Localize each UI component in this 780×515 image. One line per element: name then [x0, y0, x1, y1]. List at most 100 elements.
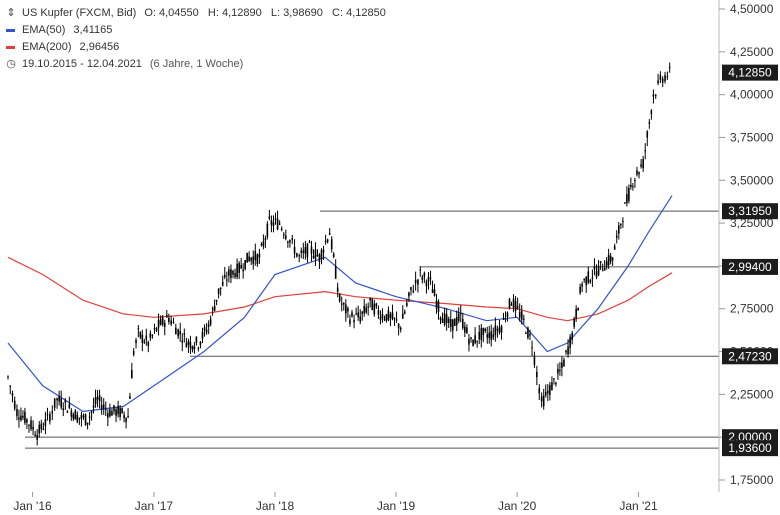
candle-body: [252, 256, 255, 264]
ema50-line: [7, 195, 673, 413]
legend-instrument-row: ⇕ US Kupfer (FXCM, Bid) O: 4,04550 H: 4,…: [6, 5, 386, 22]
candle-body: [451, 319, 454, 331]
candle-body: [599, 261, 602, 263]
candle-body: [219, 287, 222, 289]
x-tick-label-3: Jan '19: [377, 499, 416, 513]
candle-body: [56, 398, 58, 401]
level-badge-1-bg: [722, 258, 778, 275]
candle-body: [98, 395, 101, 402]
candle-body: [603, 267, 606, 271]
candle-body: [557, 368, 559, 374]
candle-body: [457, 313, 460, 322]
candle-body: [549, 385, 551, 395]
candle-body: [16, 409, 18, 417]
candle-body: [425, 281, 428, 287]
candle-body: [363, 305, 366, 314]
x-axis: Jan '16 Jan '17 Jan '18 Jan '19 Jan '20 Jan '…: [13, 492, 658, 513]
candle-body: [270, 220, 273, 226]
candle-body: [439, 317, 442, 320]
candle-body: [630, 184, 632, 188]
candle-body: [205, 329, 208, 333]
candle-body: [514, 301, 517, 312]
instrument-name: US Kupfer (FXCM, Bid): [22, 7, 137, 19]
candle-body: [209, 319, 212, 325]
candle-body: [157, 320, 160, 328]
candle-body: [168, 317, 170, 322]
candle-body: [419, 269, 422, 271]
candle-body: [260, 244, 263, 246]
candle-body: [624, 202, 626, 204]
candle-body: [393, 317, 396, 319]
candle-body: [24, 411, 26, 423]
candle-body: [375, 303, 378, 307]
y-tick-label-10: 4,25000: [730, 45, 774, 59]
candle-body: [272, 222, 275, 226]
candle-body: [591, 277, 594, 279]
candle-body: [421, 276, 424, 280]
y-tick-label-0: 1,75000: [730, 473, 774, 487]
candle-body: [441, 318, 444, 323]
candle-body: [652, 94, 655, 97]
candle-body: [44, 419, 47, 426]
candle-body: [525, 332, 527, 334]
candle-body: [326, 239, 329, 242]
candle-body: [563, 359, 565, 367]
candle-body: [302, 250, 305, 253]
candle-body: [661, 78, 664, 83]
candle-body: [40, 423, 43, 430]
x-tick-label-0: Jan '16: [13, 499, 52, 513]
candle-body: [308, 242, 311, 244]
candle-body: [234, 273, 236, 278]
candle-body: [72, 414, 75, 419]
candle-body: [466, 327, 468, 334]
candle-body: [109, 409, 111, 417]
candle-body: [605, 261, 608, 268]
candle-body: [230, 269, 232, 278]
candle-body: [445, 314, 448, 323]
candle-body: [151, 335, 154, 337]
candle-body: [498, 327, 501, 333]
ema50-swatch: [6, 29, 15, 32]
candle-body: [642, 158, 644, 169]
candle-body: [78, 417, 81, 419]
candle-body: [567, 346, 569, 355]
candle-body: [90, 411, 93, 413]
candle-body: [611, 257, 614, 261]
candle-body: [276, 219, 279, 230]
price-candles: [7, 62, 671, 446]
candle-body: [238, 263, 240, 273]
candle-body: [664, 75, 666, 82]
candle-body: [161, 317, 164, 325]
candle-body: [345, 304, 347, 314]
candle-body: [437, 301, 440, 312]
candle-body: [336, 287, 339, 292]
candle-body: [296, 253, 298, 257]
candle-body: [123, 414, 125, 418]
candle-body: [258, 253, 261, 258]
candle-body: [26, 419, 28, 423]
y-tick-label-6: 3,25000: [730, 216, 774, 230]
candle-body: [113, 405, 115, 412]
candle-body: [62, 408, 65, 411]
candle-body: [628, 188, 630, 201]
candle-body: [622, 220, 624, 222]
last-price-badge-bg: [722, 64, 778, 81]
candle-body: [250, 257, 252, 261]
candle-body: [381, 313, 384, 319]
candle-body: [490, 331, 493, 340]
x-tick-label-1: Jan '17: [135, 499, 174, 513]
candle-body: [340, 303, 343, 305]
legend-range-row: ◷ 19.10.2015 - 12.04.2021 (6 Jahre, 1 Wo…: [6, 56, 386, 73]
candle-body: [264, 238, 267, 241]
candle-body: [316, 255, 319, 257]
candle-body: [289, 240, 291, 243]
candle-body: [172, 321, 175, 323]
candle-body: [149, 333, 152, 339]
candle-body: [488, 332, 491, 339]
candle-body: [135, 339, 137, 344]
candle-body: [459, 313, 462, 315]
candle-body: [203, 327, 206, 331]
candle-body: [496, 328, 499, 331]
ema50-line-layer: [7, 195, 673, 413]
